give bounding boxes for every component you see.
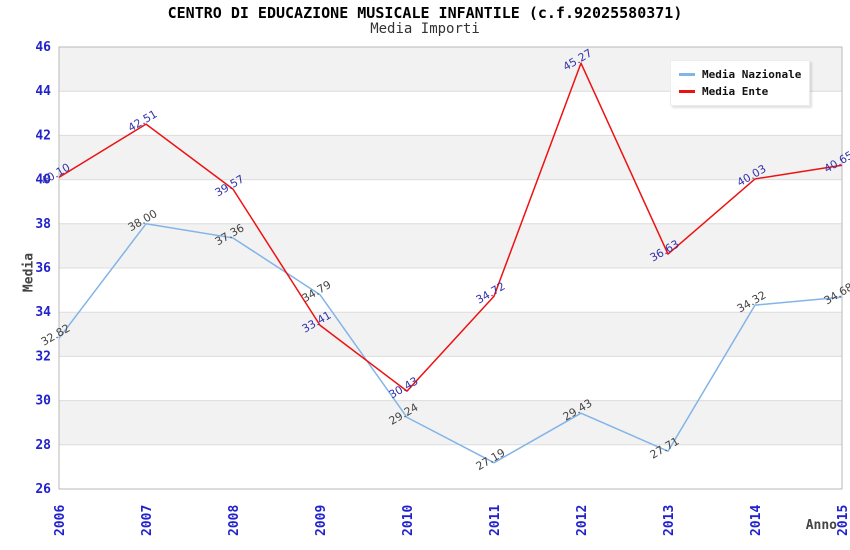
legend-line-swatch-ente <box>679 90 695 93</box>
series-line-media-ente <box>58 62 843 392</box>
grid-band <box>59 135 842 180</box>
y-tick-label: 40 <box>35 173 51 188</box>
grid-band <box>59 356 842 401</box>
y-tick-label: 34 <box>35 305 51 320</box>
x-tick-label: 2009 <box>314 505 329 536</box>
y-tick-label: 32 <box>35 349 51 364</box>
legend-item-media-ente: Media Ente <box>679 83 809 100</box>
x-tick-label: 2013 <box>662 505 677 536</box>
plot-border <box>58 46 843 490</box>
legend-label-ente: Media Ente <box>702 85 769 98</box>
x-tick-label: 2014 <box>749 505 764 536</box>
x-tick-label: 2012 <box>575 505 590 536</box>
grid-band <box>59 444 842 489</box>
x-axis-title: Anno <box>805 518 837 533</box>
chart-title: CENTRO DI EDUCAZIONE MUSICALE INFANTILE … <box>167 4 683 22</box>
grid-band <box>59 223 842 268</box>
legend-item-media-nazionale: Media Nazionale <box>679 66 809 83</box>
x-tick-label: 2011 <box>488 505 503 536</box>
legend: Media Nazionale Media Ente <box>670 60 810 106</box>
grid-band <box>59 400 842 445</box>
x-tick-label: 2008 <box>227 505 242 536</box>
y-tick-label: 28 <box>35 438 51 453</box>
legend-label-nazionale: Media Nazionale <box>702 68 802 81</box>
y-axis-title: Media <box>21 252 37 293</box>
x-tick-label: 2015 <box>836 505 850 536</box>
y-tick-label: 36 <box>35 261 51 276</box>
grid-band <box>59 312 842 357</box>
series-line-media-nazionale <box>58 223 843 464</box>
x-tick-label: 2006 <box>53 505 68 536</box>
chart-subtitle: Media Importi <box>370 21 480 37</box>
y-tick-label: 42 <box>35 128 51 143</box>
grid-band <box>59 268 842 313</box>
grid-band <box>59 179 842 224</box>
y-tick-label: 44 <box>35 84 51 99</box>
legend-line-swatch-nazionale <box>679 73 695 76</box>
y-tick-label: 26 <box>35 482 51 497</box>
y-tick-label: 38 <box>35 217 51 232</box>
y-tick-label: 30 <box>35 394 51 409</box>
x-tick-label: 2010 <box>401 505 416 536</box>
x-tick-label: 2007 <box>140 505 155 536</box>
y-tick-label: 46 <box>35 40 51 55</box>
